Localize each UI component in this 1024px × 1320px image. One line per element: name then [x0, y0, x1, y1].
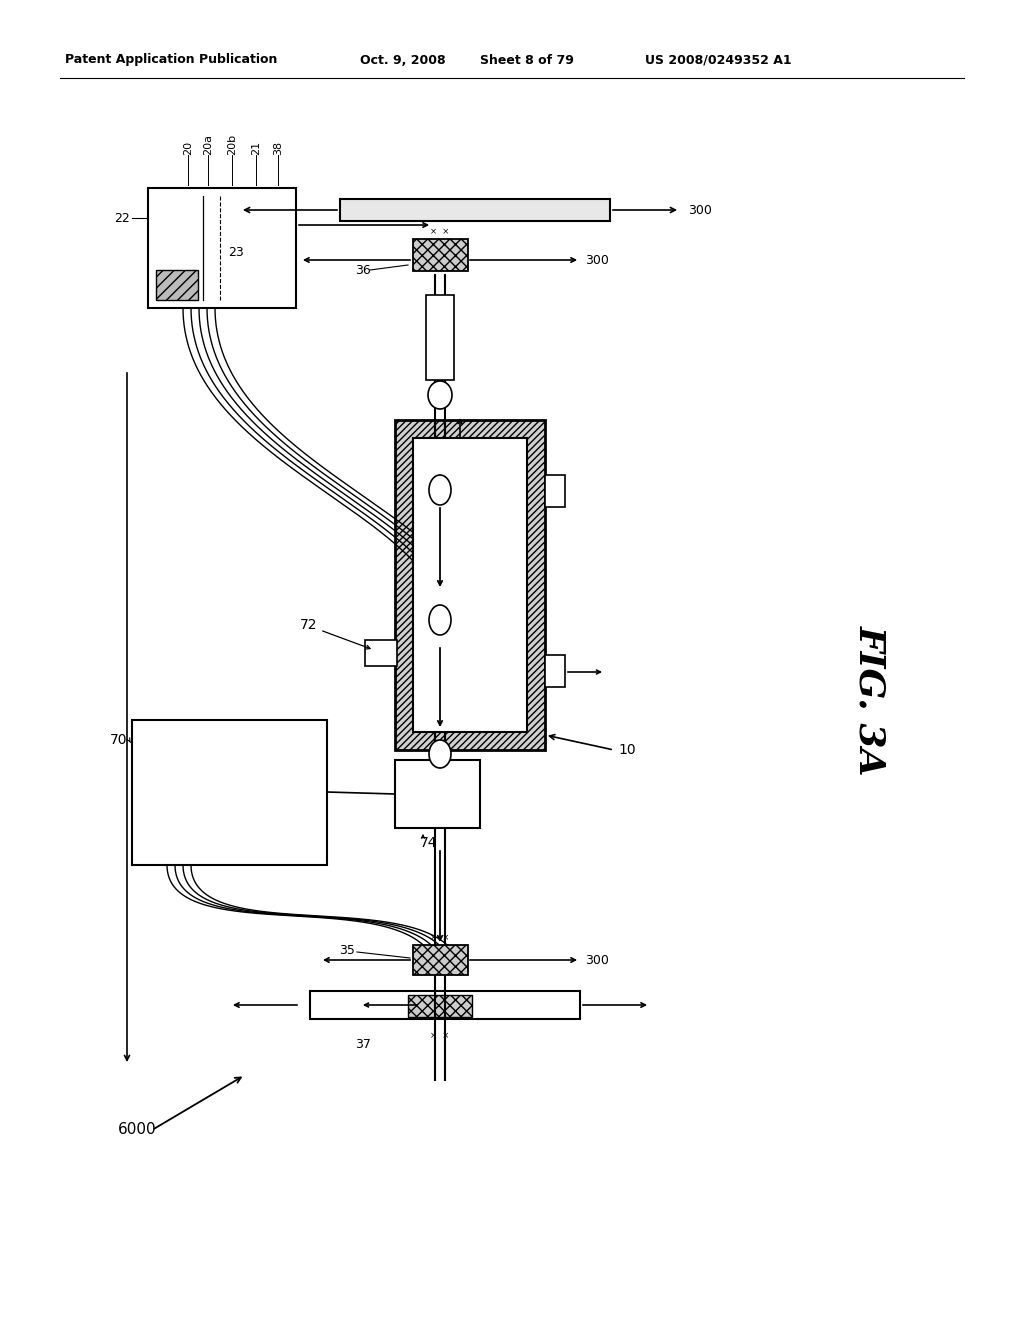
Text: 300: 300	[585, 953, 609, 966]
Text: 74: 74	[420, 836, 437, 850]
Text: 23: 23	[228, 247, 244, 260]
FancyBboxPatch shape	[395, 420, 545, 750]
Text: FIG. 3A: FIG. 3A	[853, 624, 887, 775]
Text: ×  ×: × ×	[430, 227, 450, 235]
Text: US 2008/0249352 A1: US 2008/0249352 A1	[645, 54, 792, 66]
Text: 10: 10	[618, 743, 636, 756]
Text: 20b: 20b	[227, 133, 237, 154]
Text: Oct. 9, 2008: Oct. 9, 2008	[360, 54, 445, 66]
Text: 72: 72	[300, 618, 317, 632]
Text: 20: 20	[183, 141, 193, 154]
Text: 6000: 6000	[118, 1122, 157, 1138]
Bar	[310, 991, 580, 1019]
Text: 70: 70	[110, 733, 127, 747]
Bar	[413, 438, 527, 733]
Ellipse shape	[428, 381, 452, 409]
Text: 36: 36	[355, 264, 371, 276]
Text: ×  ×: × ×	[430, 1031, 450, 1040]
Bar	[156, 271, 198, 300]
Bar	[545, 655, 565, 686]
Text: 300: 300	[688, 203, 712, 216]
Bar	[413, 945, 468, 975]
Text: 22: 22	[115, 211, 130, 224]
Text: 35: 35	[339, 944, 355, 957]
Text: 21: 21	[251, 141, 261, 154]
Bar	[426, 294, 454, 380]
Text: ×  ×: × ×	[430, 932, 450, 941]
Bar	[148, 187, 296, 308]
Text: 37: 37	[355, 1039, 371, 1052]
Text: 38: 38	[273, 141, 283, 154]
Ellipse shape	[429, 741, 451, 768]
Bar	[395, 760, 480, 828]
Text: 20a: 20a	[203, 135, 213, 154]
Bar	[545, 475, 565, 507]
Bar	[365, 640, 397, 667]
Text: Patent Application Publication: Patent Application Publication	[65, 54, 278, 66]
Bar	[132, 719, 327, 865]
Ellipse shape	[429, 475, 451, 506]
Bar	[340, 199, 610, 220]
Ellipse shape	[429, 605, 451, 635]
Bar	[413, 239, 468, 271]
Text: Sheet 8 of 79: Sheet 8 of 79	[480, 54, 573, 66]
Text: 300: 300	[585, 253, 609, 267]
Bar	[408, 995, 472, 1016]
